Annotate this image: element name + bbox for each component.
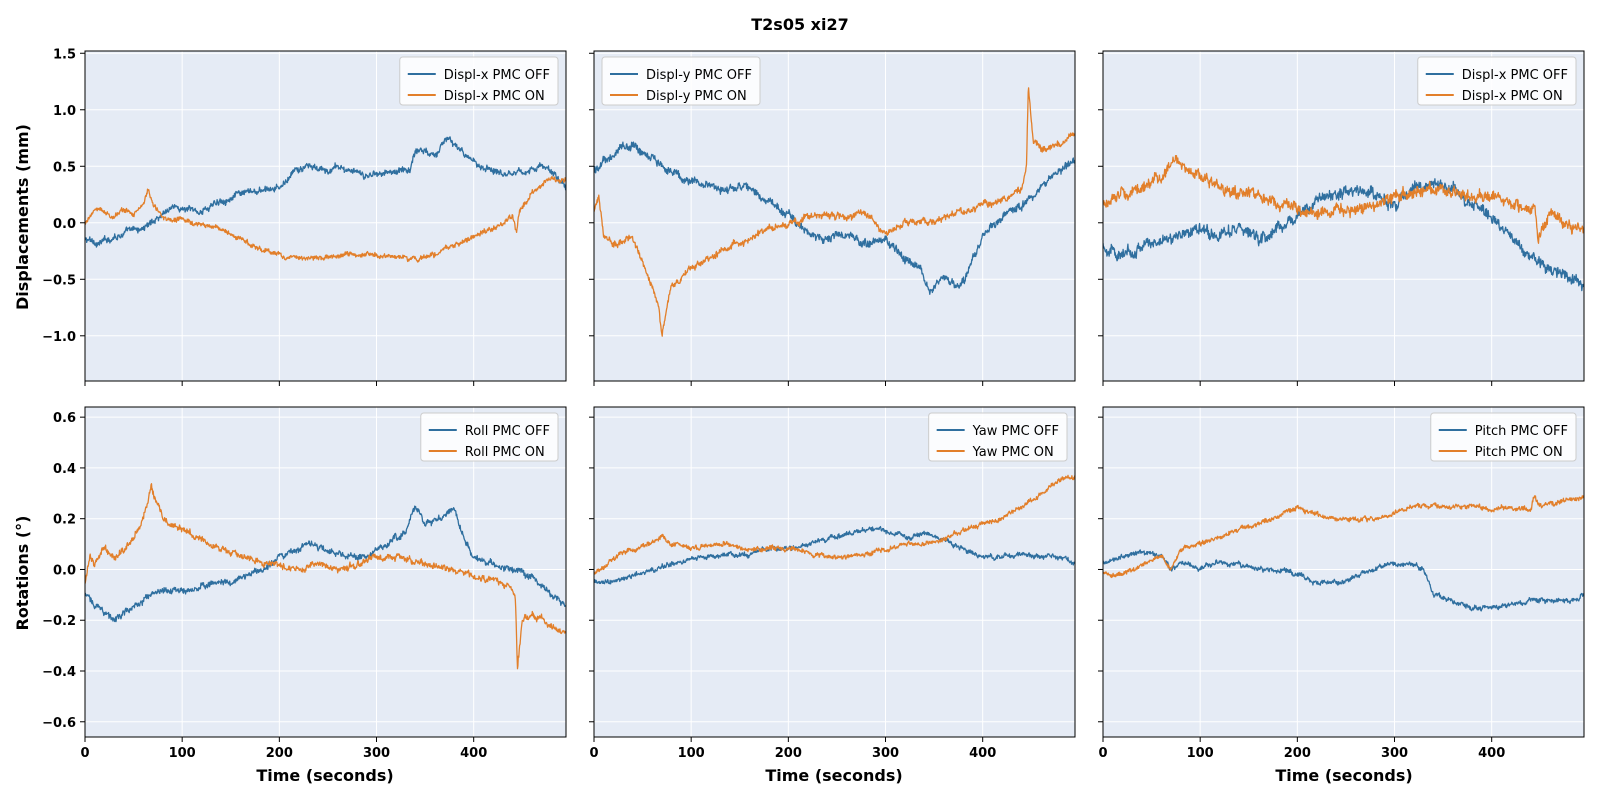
x-tick-label: 400: [1478, 746, 1505, 761]
panel-r1-c1-frame: [84, 50, 567, 382]
panel-r1-c3-legend: Displ-x PMC OFF Displ-x PMC ON: [1417, 56, 1577, 106]
x-axis-label-middle: Time (seconds): [765, 766, 902, 785]
series-line-displ-x-pmc-off: [1103, 178, 1584, 292]
x-tick-label: 0: [80, 746, 89, 761]
panel-r1-c2-lines: [594, 87, 1075, 337]
series-line-roll-pmc-off: [85, 505, 566, 623]
x-tick-label: 100: [678, 746, 705, 761]
panel-r1-c1-legend: Displ-x PMC OFF Displ-x PMC ON: [399, 56, 559, 106]
panel-r2-c2-frame: [593, 406, 1076, 738]
x-tick-label: 200: [266, 746, 293, 761]
panel-r1-c2: Displ-y PMC OFF Displ-y PMC ON: [589, 50, 1076, 386]
series-line-displ-y-pmc-on: [594, 87, 1075, 337]
x-axis-label-left: Time (seconds): [256, 766, 393, 785]
panel-r2-c3-legend: Pitch PMC OFF Pitch PMC ON: [1430, 412, 1577, 462]
x-axis-label-right: Time (seconds): [1275, 766, 1412, 785]
legend-label: Displ-x PMC ON: [1462, 89, 1563, 104]
y-tick-label: 0.6: [53, 411, 76, 426]
y-tick-label: −0.4: [42, 665, 76, 680]
legend-label: Displ-x PMC OFF: [1462, 68, 1568, 83]
panel-r2-c2-lines: [594, 474, 1075, 585]
panel-r1-c3-frame: [1102, 50, 1585, 382]
legend-label: Yaw PMC ON: [972, 445, 1054, 460]
x-tick-label: 200: [775, 746, 802, 761]
legend-label: Roll PMC OFF: [465, 424, 550, 439]
legend-label: Pitch PMC ON: [1475, 445, 1563, 460]
x-tick-label: 300: [1381, 746, 1408, 761]
y-tick-label: −0.2: [42, 614, 76, 629]
series-line-yaw-pmc-on: [594, 474, 1075, 575]
legend-box: [601, 56, 761, 106]
y-axis-label-displacements: Displacements (mm): [13, 124, 32, 310]
panel-r2-c3: 0 100 200 300 400 Pitch PMC OFF Pitch PMC ON: [1098, 406, 1585, 761]
y-tick-label: 1.5: [53, 47, 76, 62]
y-tick-label: −0.5: [42, 273, 76, 288]
legend-label: Yaw PMC OFF: [972, 424, 1059, 439]
legend-label: Displ-y PMC ON: [646, 89, 747, 104]
panel-r2-c3-lines: [1103, 495, 1584, 612]
series-line-yaw-pmc-off: [594, 525, 1075, 585]
y-tick-label: 1.0: [53, 104, 76, 119]
y-tick-label: 0.0: [53, 563, 76, 578]
panel-r1-c3-lines: [1103, 154, 1584, 292]
panel-r1-c3: Displ-x PMC OFF Displ-x PMC ON: [1098, 50, 1585, 386]
series-line-displ-x-pmc-off: [85, 136, 566, 248]
legend-label: Displ-x PMC OFF: [444, 68, 550, 83]
x-tick-label: 0: [1098, 746, 1107, 761]
x-tick-label: 100: [169, 746, 196, 761]
y-tick-label: 0.0: [53, 217, 76, 232]
y-tick-label: −1.0: [42, 330, 76, 345]
panel-r2-c1-background: [85, 407, 566, 737]
panel-r2-c1-lines: [85, 483, 566, 670]
panel-r2-c2-legend: Yaw PMC OFF Yaw PMC ON: [928, 412, 1068, 462]
panel-r1-c1-grid: [84, 51, 566, 381]
y-tick-label: 0.4: [53, 462, 76, 477]
panel-r2-c1: 0 100 200 300 400 −0.6 −0.4 −0.2 0.0 0.2 0.4 0.6 Rol…: [42, 406, 567, 761]
series-line-roll-pmc-on: [85, 483, 566, 670]
legend-box: [928, 412, 1068, 462]
y-tick-label: 0.2: [53, 513, 76, 528]
panel-r2-c2-background: [594, 407, 1075, 737]
legend-box: [1417, 56, 1577, 106]
legend-label: Roll PMC ON: [465, 445, 545, 460]
series-line-displ-y-pmc-off: [594, 141, 1075, 295]
panel-r2-c3-frame: [1102, 406, 1585, 738]
panel-r2-c2: 0 100 200 300 400 Yaw PMC OFF Yaw PMC ON: [589, 406, 1076, 761]
x-tick-label: 0: [589, 746, 598, 761]
legend-box: [420, 412, 559, 462]
y-tick-label: 0.5: [53, 160, 76, 175]
panel-r1-c1-background: [85, 51, 566, 381]
legend-box: [1430, 412, 1577, 462]
legend-label: Displ-x PMC ON: [444, 89, 545, 104]
series-line-pitch-pmc-on: [1103, 495, 1584, 579]
panel-r1-c2-frame: [593, 50, 1076, 382]
x-tick-label: 300: [872, 746, 899, 761]
legend-box: [399, 56, 559, 106]
panel-r1-c2-legend: Displ-y PMC OFF Displ-y PMC ON: [601, 56, 761, 106]
x-tick-label: 100: [1187, 746, 1214, 761]
figure-title: T2s05 xi27: [751, 15, 848, 34]
panel-r2-c1-frame: [84, 406, 567, 738]
legend-label: Pitch PMC OFF: [1475, 424, 1568, 439]
series-line-pitch-pmc-off: [1103, 549, 1584, 612]
legend-label: Displ-y PMC OFF: [646, 68, 752, 83]
x-tick-label: 400: [460, 746, 487, 761]
panel-r1-c1-lines: [85, 136, 566, 263]
y-tick-label: −0.6: [42, 716, 76, 731]
x-tick-label: 400: [969, 746, 996, 761]
x-tick-label: 200: [1284, 746, 1311, 761]
series-line-displ-x-pmc-on: [1103, 154, 1584, 244]
panel-r2-c1-legend: Roll PMC OFF Roll PMC ON: [420, 412, 559, 462]
y-axis-label-rotations: Rotations (°): [13, 516, 32, 631]
panel-r2-c3-background: [1103, 407, 1584, 737]
x-tick-label: 300: [363, 746, 390, 761]
series-line-displ-x-pmc-on: [85, 175, 566, 263]
